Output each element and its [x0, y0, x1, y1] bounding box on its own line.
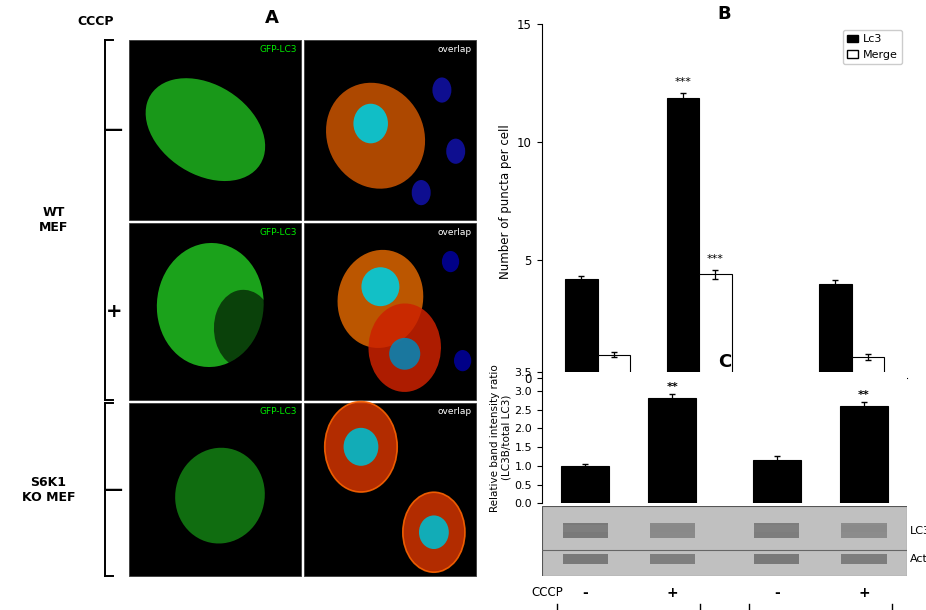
Text: GFP-LC3: GFP-LC3: [259, 407, 296, 417]
Ellipse shape: [389, 338, 420, 370]
Y-axis label: Number of puncta per cell: Number of puncta per cell: [498, 124, 511, 279]
Bar: [565, 279, 597, 378]
Text: GFP-LC3: GFP-LC3: [259, 228, 296, 237]
Text: A: A: [266, 9, 279, 27]
Bar: [754, 525, 799, 533]
Text: **: **: [858, 390, 870, 400]
Bar: [667, 98, 699, 378]
Text: +: +: [667, 586, 678, 600]
Text: —: —: [591, 417, 605, 431]
Bar: [129, 223, 302, 400]
Text: CCCP: CCCP: [532, 586, 563, 599]
Ellipse shape: [344, 428, 379, 466]
Text: Actin: Actin: [910, 554, 926, 564]
Bar: [820, 284, 852, 378]
Ellipse shape: [419, 515, 449, 549]
Bar: [648, 398, 696, 503]
Ellipse shape: [145, 78, 265, 181]
Bar: [129, 40, 302, 220]
Bar: [563, 523, 607, 538]
Bar: [842, 525, 886, 533]
Ellipse shape: [338, 250, 423, 348]
Ellipse shape: [454, 350, 471, 371]
Bar: [753, 460, 801, 503]
Text: GFP-LC3: GFP-LC3: [259, 45, 296, 54]
Bar: [650, 523, 695, 538]
Text: +: +: [858, 586, 870, 600]
Legend: Lc3, Merge: Lc3, Merge: [843, 30, 902, 65]
Bar: [597, 354, 630, 378]
Bar: [754, 554, 799, 564]
Bar: [840, 406, 888, 503]
Bar: [650, 525, 695, 533]
Title: C: C: [718, 353, 732, 370]
Text: CCCP: CCCP: [585, 417, 617, 430]
Ellipse shape: [326, 83, 425, 188]
Text: —: —: [106, 481, 123, 498]
Text: S6K1 KO MEF: S6K1 KO MEF: [807, 481, 896, 494]
Ellipse shape: [361, 267, 399, 306]
Ellipse shape: [214, 290, 275, 369]
Text: ***: ***: [674, 77, 692, 87]
Ellipse shape: [369, 303, 441, 392]
Bar: [852, 357, 884, 378]
Bar: [650, 554, 695, 564]
Text: LC3: LC3: [910, 525, 926, 536]
Text: overlap: overlap: [437, 228, 471, 237]
Bar: [304, 40, 477, 220]
Ellipse shape: [354, 104, 388, 143]
Text: ***: ***: [707, 254, 724, 264]
Ellipse shape: [175, 448, 265, 544]
Y-axis label: Relative band intensity ratio
(LC3B/total LC3): Relative band intensity ratio (LC3B/tota…: [490, 364, 511, 512]
Bar: [129, 403, 302, 576]
Text: overlap: overlap: [437, 407, 471, 417]
Bar: [304, 223, 477, 400]
Bar: [304, 403, 477, 576]
Ellipse shape: [432, 77, 451, 102]
Ellipse shape: [325, 401, 397, 492]
Text: WT
MEF: WT MEF: [39, 206, 69, 234]
Text: **: **: [667, 382, 678, 392]
Text: WT MEF: WT MEF: [622, 481, 675, 494]
Ellipse shape: [156, 243, 264, 367]
Bar: [842, 523, 886, 538]
Bar: [842, 554, 886, 564]
Text: -: -: [582, 586, 588, 600]
Bar: [754, 523, 799, 538]
Title: B: B: [718, 5, 732, 23]
Bar: [563, 525, 607, 533]
Text: +: +: [106, 301, 122, 321]
Ellipse shape: [446, 138, 465, 164]
Ellipse shape: [403, 492, 465, 572]
Bar: [561, 466, 609, 503]
Text: CCCP: CCCP: [78, 15, 114, 28]
Ellipse shape: [442, 251, 459, 272]
Text: —: —: [106, 121, 123, 138]
Text: —: —: [845, 417, 858, 431]
Bar: [563, 554, 607, 564]
Text: -: -: [774, 586, 780, 600]
Ellipse shape: [412, 180, 431, 205]
Bar: [699, 274, 732, 378]
Text: overlap: overlap: [437, 45, 471, 54]
Text: S6K1
KO MEF: S6K1 KO MEF: [22, 476, 75, 503]
Text: +: +: [694, 417, 705, 431]
